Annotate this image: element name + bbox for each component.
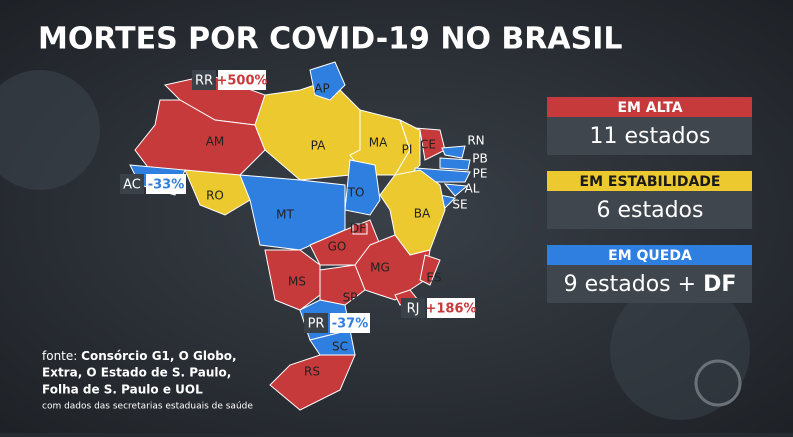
state	[414, 127, 446, 161]
legend-count: 9 estados + DF	[564, 272, 737, 297]
source-note: com dados das secretarias estaduais de s…	[42, 402, 253, 412]
state-label: AL	[465, 182, 480, 196]
state	[443, 183, 469, 197]
callout-box	[427, 298, 475, 318]
state-label: CE	[420, 138, 436, 152]
callout-state-box	[192, 70, 216, 90]
state	[269, 354, 356, 411]
state-label: PE	[473, 167, 488, 181]
source-line: Extra, O Estado de S. Paulo,	[42, 366, 231, 380]
state	[439, 157, 471, 171]
callout-state: PR	[308, 317, 325, 332]
state	[184, 169, 251, 216]
legend: EM ALTA 11 estados EM ESTABILIDADE 6 estado…	[547, 97, 752, 303]
virus-decoration	[0, 70, 100, 190]
virus-decoration	[610, 280, 750, 420]
state-label: TO	[347, 186, 365, 200]
state-label: PA	[311, 139, 326, 153]
legend-count-text: 11 estados	[590, 124, 711, 149]
logo	[694, 359, 742, 407]
state-label: SC	[332, 340, 348, 354]
legend-body	[547, 265, 752, 303]
callout-change: +186%	[425, 302, 476, 317]
state-label: SE	[452, 198, 467, 212]
state-label: DF	[350, 222, 366, 236]
callout-state-box	[401, 298, 425, 318]
state	[309, 61, 346, 101]
state-label: MS	[288, 275, 306, 289]
state	[319, 264, 366, 306]
state-label: SP	[343, 291, 358, 305]
state-label: PB	[472, 152, 487, 166]
state-label: RO	[206, 189, 224, 203]
legend-label: EM ALTA	[617, 100, 682, 116]
callout-change: +500%	[216, 74, 267, 89]
source-line: Folha de S. Paulo e UOL	[42, 383, 203, 397]
legend-label: EM ESTABILIDADE	[580, 174, 721, 190]
state	[441, 145, 466, 159]
state-label: ES	[426, 271, 441, 285]
legend-label: EM QUEDA	[608, 248, 692, 264]
legend-count-text: 9 estados +	[564, 272, 696, 297]
callout-state: RJ	[407, 302, 420, 317]
legend-body	[547, 117, 752, 155]
callout-change: -33%	[148, 178, 185, 193]
source-prefix: fonte:	[42, 349, 77, 363]
state-label: RN	[467, 134, 484, 148]
callout-change: -37%	[332, 317, 369, 332]
state-label: RS	[304, 365, 320, 379]
state-label: AP	[314, 82, 329, 96]
state-label: MA	[369, 136, 388, 150]
state-label: PI	[402, 143, 413, 157]
legend-header	[547, 97, 752, 117]
state	[352, 223, 368, 235]
legend-header	[547, 171, 752, 191]
state-label: MT	[276, 208, 294, 222]
state	[344, 159, 381, 216]
state	[419, 254, 441, 286]
title: MORTES POR COVID-19 NO BRASIL	[38, 22, 622, 57]
callout-box	[146, 174, 186, 194]
legend-header	[547, 245, 752, 265]
legend-count-text: 6 estados	[597, 198, 704, 223]
legend-count: 11 estados	[590, 124, 711, 149]
callout-state-box	[304, 313, 328, 333]
state-label: BA	[414, 207, 431, 221]
callout-box	[330, 313, 370, 333]
callout-state: AC	[123, 178, 141, 193]
source-line: Consórcio G1, O Globo,	[81, 349, 236, 363]
state-label: MG	[370, 261, 390, 275]
legend-count: 6 estados	[597, 198, 704, 223]
callout-state: RR	[195, 74, 213, 89]
source: fonte: Consórcio G1, O Globo,	[42, 349, 237, 363]
legend-count-extra: DF	[703, 272, 736, 297]
callout-state-box	[120, 174, 144, 194]
callout-box	[218, 70, 266, 90]
legend-body	[547, 191, 752, 229]
state-label: GO	[328, 240, 347, 254]
state-label: AM	[206, 135, 225, 149]
